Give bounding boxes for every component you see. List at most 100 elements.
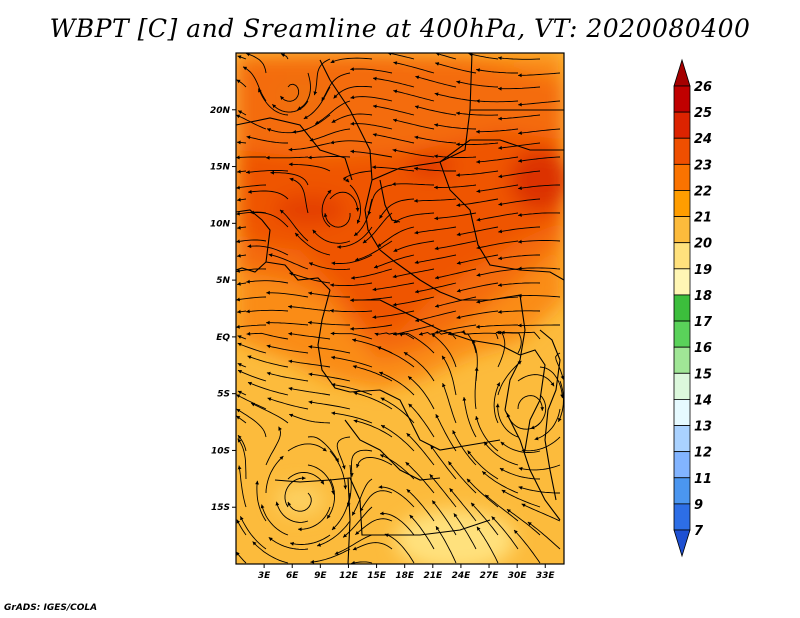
streamline: [246, 332, 289, 340]
streamline: [266, 156, 309, 159]
colorbar-label: 21: [694, 211, 712, 226]
streamline: [238, 465, 247, 508]
streamline: [334, 534, 373, 555]
streamline-arrow: [246, 170, 250, 174]
streamline-arrow: [380, 397, 385, 402]
streamline-arrow: [352, 546, 357, 551]
colorbar-segment: [673, 477, 691, 505]
streamline-arrow: [431, 333, 436, 338]
streamline-arrow: [498, 283, 502, 287]
streamline-arrow: [237, 225, 241, 230]
streamline: [476, 128, 519, 133]
streamline: [408, 403, 435, 438]
streamline: [449, 488, 477, 522]
streamline-arrow: [399, 333, 404, 337]
streamline: [248, 190, 289, 200]
streamline: [353, 392, 393, 410]
streamline-arrow: [414, 166, 418, 171]
streamline: [308, 373, 351, 382]
streamline: [372, 105, 415, 116]
lon-tick-label: 24E: [452, 571, 472, 581]
streamline-arrow: [266, 344, 271, 349]
streamline-arrow: [558, 417, 562, 422]
streamline: [250, 402, 289, 424]
streamline-arrow: [352, 511, 356, 516]
streamline: [501, 489, 541, 508]
streamline-arrow: [491, 516, 496, 521]
streamline: [387, 53, 415, 60]
streamline-arrow: [288, 386, 293, 391]
streamline-arrow: [408, 376, 412, 381]
streamline: [435, 53, 457, 60]
streamline-arrow: [280, 209, 284, 214]
streamline: [434, 184, 477, 188]
streamline: [350, 68, 393, 74]
streamline: [467, 450, 499, 480]
streamline-arrow: [248, 381, 252, 386]
streamline: [481, 471, 519, 494]
streamline: [331, 113, 373, 123]
streamline: [342, 170, 373, 183]
streamline-arrow: [237, 438, 242, 443]
streamline: [453, 513, 477, 550]
streamline: [456, 254, 499, 265]
streamline: [527, 521, 561, 550]
streamline-arrow: [308, 400, 313, 405]
lat-tick-label: EQ: [216, 333, 230, 343]
streamline-arrow: [288, 331, 292, 336]
colorbar-label: 18: [694, 289, 712, 304]
streamline-arrow: [310, 559, 315, 564]
streamline: [329, 191, 359, 212]
colorbar-label: 24: [694, 132, 712, 147]
colorbar-segment: [673, 320, 691, 348]
streamline: [362, 212, 393, 244]
streamline: [294, 232, 331, 256]
colorbar-segment: [673, 503, 691, 531]
streamline: [331, 383, 373, 396]
streamline: [521, 503, 561, 522]
streamline-arrow: [236, 324, 240, 329]
streamline: [518, 128, 561, 134]
streamline: [287, 492, 312, 512]
streamline-arrow: [498, 202, 503, 206]
colorbar-segment: [673, 372, 691, 400]
streamline: [242, 66, 267, 102]
streamline-arrow: [330, 283, 334, 287]
streamline-arrow: [331, 411, 336, 416]
streamline: [353, 419, 393, 438]
streamline-arrow: [330, 308, 334, 313]
streamline: [270, 172, 309, 186]
streamline-arrow: [456, 142, 460, 147]
streamline: [379, 513, 415, 536]
streamline: [415, 310, 457, 322]
streamline-arrow: [345, 178, 350, 183]
streamline-arrow: [292, 130, 297, 134]
streamline-arrow: [298, 527, 302, 532]
streamline: [476, 212, 519, 221]
streamlines-layer: [236, 53, 564, 564]
streamline-arrow: [323, 213, 328, 217]
colorbar-label: 9: [694, 498, 703, 513]
streamline: [378, 486, 415, 508]
streamline: [434, 124, 477, 130]
streamline: [456, 170, 499, 176]
colorbar-segment: [673, 451, 691, 479]
streamline-arrow: [378, 485, 383, 489]
streamline-arrow: [281, 53, 286, 57]
streamline-arrow: [435, 53, 440, 56]
streamline: [429, 473, 457, 508]
streamline: [377, 226, 415, 248]
streamline: [236, 408, 267, 438]
colorbar-label: 7: [694, 524, 704, 539]
streamline-arrow: [237, 342, 242, 347]
streamline: [266, 322, 309, 326]
streamline-arrow: [485, 494, 490, 499]
streamline: [256, 480, 267, 522]
streamline: [312, 229, 351, 244]
streamline: [307, 464, 334, 495]
streamline: [500, 441, 541, 453]
streamline-arrow: [393, 89, 398, 94]
chart-title: WBPT [C] and Sreamline at 400hPa, VT: 20…: [49, 14, 751, 43]
streamline: [414, 105, 457, 116]
streamline-arrow: [308, 291, 313, 296]
